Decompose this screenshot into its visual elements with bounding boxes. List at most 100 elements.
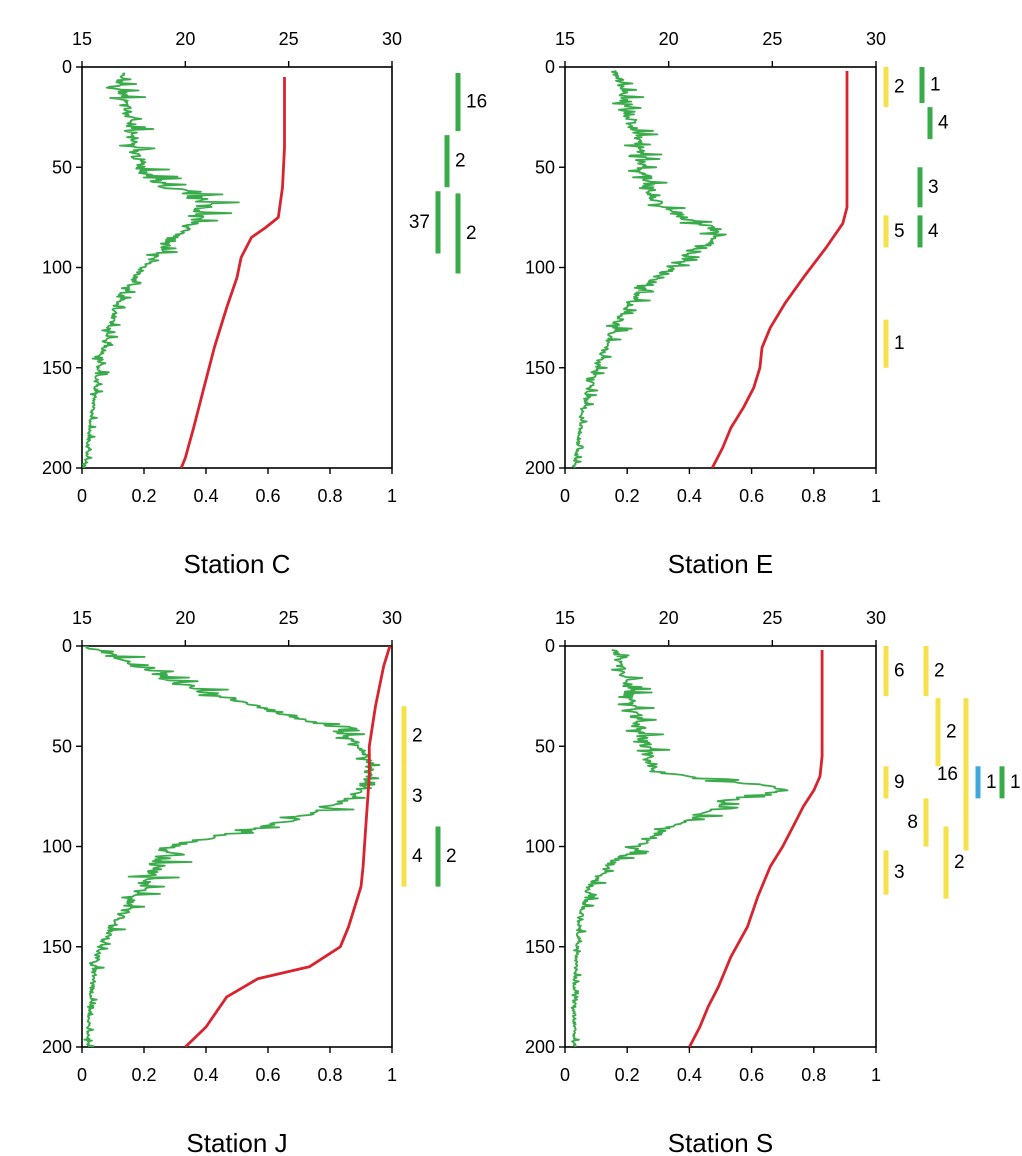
y-tick-label: 50 <box>535 736 555 756</box>
bottom-tick-label: 0.4 <box>677 1065 702 1085</box>
y-tick-label: 200 <box>525 458 555 478</box>
bottom-tick-label: 0 <box>560 1065 570 1085</box>
y-tick-label: 100 <box>42 258 72 278</box>
bottom-tick-label: 1 <box>387 486 397 506</box>
y-tick-label: 100 <box>525 837 555 857</box>
depth-range-label: 4 <box>928 221 939 242</box>
top-tick-label: 25 <box>762 29 782 49</box>
depth-range-label: 1 <box>894 333 905 354</box>
depth-range-label: 2 <box>894 77 905 98</box>
panel-station-s: 15 20 25 30 0 0.2 0.4 0.6 0.8 1 0 50 100 150 200 6 2 2 16 9… <box>525 608 1021 1156</box>
depth-range-label: 2 <box>954 852 965 873</box>
depth-range-label: 4 <box>938 113 949 134</box>
y-tick-label: 50 <box>52 736 72 756</box>
y-tick-label: 150 <box>42 937 72 957</box>
top-tick-label: 20 <box>175 608 195 628</box>
top-tick-label: 25 <box>279 608 299 628</box>
bottom-tick-label: 0.4 <box>193 1065 218 1085</box>
depth-range-label: 6 <box>894 661 905 682</box>
bottom-tick-label: 0 <box>77 486 87 506</box>
y-tick-label: 200 <box>42 458 72 478</box>
y-tick-label: 200 <box>525 1037 555 1057</box>
depth-range-label: 16 <box>937 764 958 785</box>
top-tick-label: 25 <box>762 608 782 628</box>
bottom-tick-label: 0.8 <box>801 1065 826 1085</box>
depth-range-label: 37 <box>409 212 430 233</box>
y-tick-label: 0 <box>545 57 555 77</box>
top-tick-label: 30 <box>382 608 402 628</box>
y-tick-label: 150 <box>42 358 72 378</box>
depth-range-label: 16 <box>466 92 487 113</box>
depth-range-label: 3 <box>412 786 423 807</box>
top-tick-label: 15 <box>555 29 575 49</box>
panel-title: Station J <box>186 1128 287 1156</box>
depth-range-label: 3 <box>928 177 939 198</box>
bottom-tick-label: 1 <box>871 1065 881 1085</box>
panel-title: Station C <box>184 549 291 579</box>
depth-range-label: 2 <box>946 722 957 743</box>
panel-station-j: 15 20 25 30 0 0.2 0.4 0.6 0.8 1 0 50 100 150 200 2 3 4 2 St… <box>42 608 457 1156</box>
bottom-tick-label: 0.8 <box>317 1065 342 1085</box>
y-tick-label: 150 <box>525 358 555 378</box>
plot-area <box>82 72 286 468</box>
green-profile-line <box>82 646 381 1047</box>
bottom-tick-label: 0.6 <box>255 486 280 506</box>
depth-range-label: 4 <box>412 846 423 867</box>
plot-frame <box>564 645 877 1048</box>
y-tick-label: 50 <box>535 157 555 177</box>
depth-range-label: 8 <box>907 812 918 833</box>
depth-range-label: 9 <box>894 772 905 793</box>
bottom-tick-label: 0.6 <box>255 1065 280 1085</box>
y-tick-label: 0 <box>62 636 72 656</box>
top-tick-label: 30 <box>866 29 886 49</box>
depth-range-label: 2 <box>446 846 457 867</box>
bottom-tick-label: 0.2 <box>131 486 156 506</box>
bottom-tick-label: 0.4 <box>677 486 702 506</box>
depth-range-label: 2 <box>466 223 477 244</box>
bottom-tick-label: 0.2 <box>131 1065 156 1085</box>
green-profile-line <box>82 72 240 468</box>
depth-range-label: 1 <box>986 772 997 793</box>
bottom-tick-label: 0.6 <box>739 486 764 506</box>
plot-frame <box>81 645 393 1048</box>
bottom-tick-label: 0.2 <box>615 1065 640 1085</box>
y-tick-label: 0 <box>545 636 555 656</box>
depth-range-label: 2 <box>455 151 466 172</box>
top-tick-label: 15 <box>72 608 92 628</box>
panel-station-c: 15 20 25 30 0 0.2 0.4 0.6 0.8 1 0 50 100 150 200 16 2 2 37… <box>42 29 487 579</box>
bottom-tick-label: 1 <box>387 1065 397 1085</box>
y-tick-label: 150 <box>525 937 555 957</box>
top-tick-label: 20 <box>659 608 679 628</box>
bottom-tick-label: 0 <box>560 486 570 506</box>
top-tick-label: 20 <box>175 29 195 49</box>
plot-frame <box>564 66 877 469</box>
red-profile-line <box>710 71 849 468</box>
bottom-tick-label: 0.8 <box>317 486 342 506</box>
panel-station-e: 15 20 25 30 0 0.2 0.4 0.6 0.8 1 0 50 100 150 200 2 1 4 3 5 4… <box>525 29 949 579</box>
top-tick-label: 20 <box>659 29 679 49</box>
top-tick-label: 25 <box>279 29 299 49</box>
depth-range-label: 3 <box>894 862 905 883</box>
y-tick-label: 50 <box>52 157 72 177</box>
plot-area <box>82 646 392 1047</box>
green-profile-line <box>570 649 789 1047</box>
depth-range-label: 2 <box>412 726 423 747</box>
bottom-tick-label: 0.4 <box>193 486 218 506</box>
top-tick-label: 30 <box>866 608 886 628</box>
red-profile-line <box>688 650 824 1047</box>
top-tick-label: 15 <box>555 608 575 628</box>
depth-range-label: 1 <box>930 75 941 96</box>
bottom-tick-label: 0 <box>77 1065 87 1085</box>
bottom-tick-label: 0.2 <box>615 486 640 506</box>
depth-range-label: 1 <box>1010 772 1021 793</box>
top-tick-label: 15 <box>72 29 92 49</box>
bottom-tick-label: 0.6 <box>739 1065 764 1085</box>
depth-range-label: 2 <box>934 661 945 682</box>
bottom-tick-label: 1 <box>871 486 881 506</box>
bottom-tick-label: 0.8 <box>801 486 826 506</box>
plot-area <box>570 649 824 1047</box>
y-tick-label: 100 <box>42 837 72 857</box>
plot-area <box>571 70 849 468</box>
y-tick-label: 100 <box>525 258 555 278</box>
